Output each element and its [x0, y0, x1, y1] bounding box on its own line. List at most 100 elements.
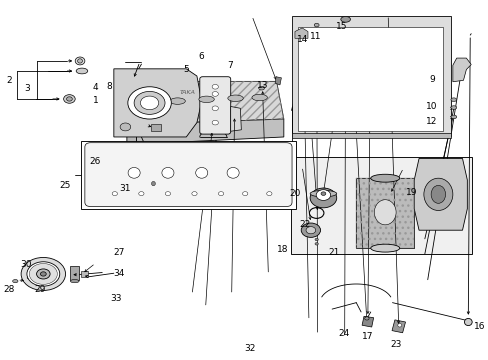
Ellipse shape: [127, 87, 171, 119]
Polygon shape: [126, 81, 136, 149]
Polygon shape: [413, 158, 467, 230]
Ellipse shape: [75, 57, 85, 65]
Ellipse shape: [305, 226, 315, 234]
Text: 25: 25: [59, 180, 70, 189]
Text: 2: 2: [7, 76, 12, 85]
Ellipse shape: [21, 257, 65, 291]
Ellipse shape: [450, 115, 456, 119]
Text: 24: 24: [338, 329, 349, 338]
Ellipse shape: [397, 323, 401, 327]
Text: 26: 26: [89, 157, 100, 166]
Ellipse shape: [374, 200, 395, 225]
Ellipse shape: [78, 59, 82, 63]
Ellipse shape: [314, 23, 319, 27]
Polygon shape: [136, 119, 283, 144]
Ellipse shape: [314, 243, 318, 245]
Ellipse shape: [112, 192, 117, 195]
Text: 14: 14: [296, 35, 307, 44]
Ellipse shape: [340, 17, 350, 22]
Text: 15: 15: [335, 22, 347, 31]
Text: 21: 21: [328, 248, 339, 257]
Ellipse shape: [423, 178, 452, 211]
Ellipse shape: [370, 174, 399, 182]
Text: 22: 22: [299, 220, 310, 229]
Bar: [81, 140, 295, 209]
Text: 4: 4: [92, 83, 98, 92]
Text: 9: 9: [429, 75, 434, 84]
Ellipse shape: [212, 85, 218, 89]
Ellipse shape: [364, 317, 368, 320]
Ellipse shape: [149, 145, 155, 150]
Bar: [356, 178, 413, 248]
Ellipse shape: [139, 192, 144, 195]
Ellipse shape: [430, 185, 445, 203]
Text: 6: 6: [198, 52, 203, 61]
Bar: [81, 271, 87, 277]
Ellipse shape: [320, 192, 325, 195]
Ellipse shape: [120, 123, 130, 131]
Text: 23: 23: [389, 341, 401, 350]
Ellipse shape: [212, 91, 218, 96]
Ellipse shape: [258, 86, 264, 90]
Ellipse shape: [464, 319, 471, 325]
Ellipse shape: [165, 192, 170, 195]
Bar: [356, 178, 413, 248]
Ellipse shape: [226, 167, 239, 178]
Ellipse shape: [450, 106, 456, 109]
Ellipse shape: [218, 192, 223, 195]
Ellipse shape: [169, 98, 185, 104]
Polygon shape: [452, 58, 470, 82]
Ellipse shape: [27, 276, 32, 279]
Ellipse shape: [76, 68, 87, 74]
Ellipse shape: [199, 96, 214, 103]
Text: 29: 29: [34, 284, 45, 293]
Text: 17: 17: [362, 332, 373, 341]
Text: 33: 33: [110, 294, 122, 303]
Text: 8: 8: [106, 82, 112, 91]
Ellipse shape: [251, 94, 267, 101]
Bar: [150, 124, 161, 131]
Bar: [291, 134, 450, 138]
Ellipse shape: [66, 97, 72, 101]
Text: 12: 12: [426, 117, 437, 126]
Text: 7: 7: [226, 61, 232, 70]
Bar: [70, 266, 79, 280]
Ellipse shape: [301, 223, 320, 237]
Text: 27: 27: [113, 248, 124, 257]
Ellipse shape: [314, 238, 318, 241]
Ellipse shape: [212, 106, 218, 111]
Text: 34: 34: [113, 269, 124, 278]
Polygon shape: [230, 107, 241, 131]
Polygon shape: [361, 316, 373, 327]
Text: 10: 10: [426, 102, 437, 111]
Text: 16: 16: [473, 322, 485, 331]
Bar: [298, 27, 442, 131]
Text: 5: 5: [183, 65, 189, 74]
Bar: [290, 157, 471, 253]
Ellipse shape: [191, 192, 197, 195]
Ellipse shape: [63, 95, 75, 103]
Text: TAKA: TAKA: [179, 90, 195, 95]
Ellipse shape: [29, 264, 57, 284]
Text: 13: 13: [256, 81, 268, 90]
Text: 18: 18: [277, 245, 288, 254]
Ellipse shape: [27, 262, 60, 286]
Text: 11: 11: [309, 32, 320, 41]
Ellipse shape: [37, 269, 50, 279]
Text: 31: 31: [120, 184, 131, 193]
Text: 30: 30: [20, 260, 32, 269]
Ellipse shape: [370, 244, 399, 252]
Polygon shape: [136, 81, 283, 125]
Ellipse shape: [242, 192, 247, 195]
Text: 3: 3: [24, 84, 30, 93]
Ellipse shape: [70, 279, 79, 283]
Ellipse shape: [151, 181, 155, 186]
FancyBboxPatch shape: [85, 143, 291, 207]
Text: 1: 1: [92, 96, 98, 105]
Ellipse shape: [316, 190, 330, 201]
Ellipse shape: [140, 96, 159, 110]
Text: 32: 32: [244, 344, 255, 353]
Ellipse shape: [13, 279, 18, 283]
Text: 19: 19: [405, 188, 416, 197]
Ellipse shape: [134, 91, 164, 114]
